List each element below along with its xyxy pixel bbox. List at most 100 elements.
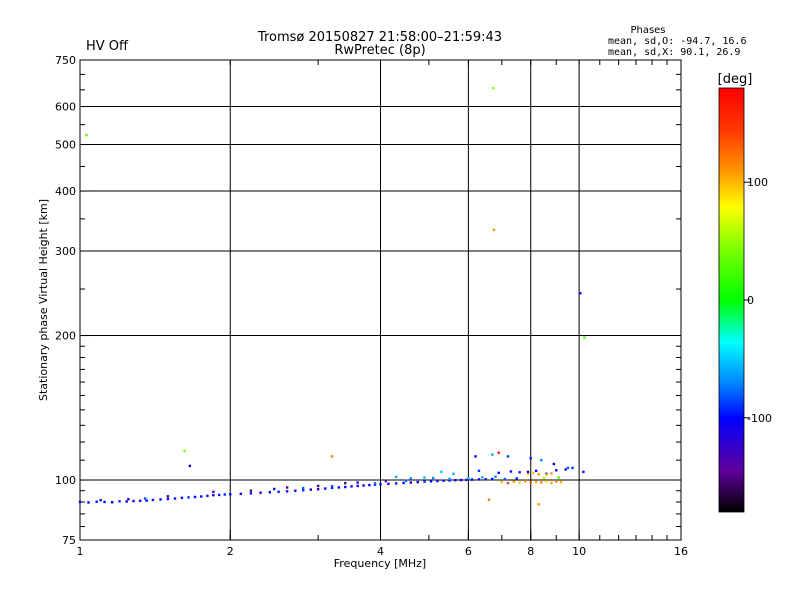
data-point xyxy=(78,500,82,504)
x-tick-label: 16 xyxy=(674,545,688,558)
y-tick-label: 500 xyxy=(55,139,76,152)
colorbar-unit-label: [deg] xyxy=(718,72,753,87)
data-point xyxy=(404,479,408,483)
data-point xyxy=(454,479,457,482)
data-point xyxy=(487,498,491,501)
data-point xyxy=(368,483,371,487)
data-point xyxy=(506,481,510,485)
data-point xyxy=(373,482,377,485)
y-tick-label: 750 xyxy=(55,54,76,67)
data-point xyxy=(526,472,530,476)
data-point xyxy=(387,482,390,486)
data-point xyxy=(491,477,494,481)
data-point xyxy=(87,501,90,504)
data-point xyxy=(118,500,121,503)
data-point xyxy=(448,479,451,482)
data-point xyxy=(373,483,377,486)
x-tick-label: 6 xyxy=(465,545,472,558)
data-point xyxy=(518,471,521,474)
data-point xyxy=(330,455,334,458)
data-point xyxy=(379,483,382,486)
data-point xyxy=(239,492,243,496)
data-point xyxy=(506,455,510,458)
data-point xyxy=(394,475,398,479)
data-point xyxy=(497,471,500,475)
data-point xyxy=(509,470,513,473)
data-point xyxy=(491,453,494,456)
stats-line-o: mean, sd,O: -94.7, 16.6 xyxy=(608,36,746,47)
data-point xyxy=(85,133,88,137)
data-point xyxy=(423,476,426,479)
data-point xyxy=(229,493,232,496)
colorbar-tick-label: -100 xyxy=(747,412,772,425)
data-point xyxy=(470,478,474,481)
data-point xyxy=(534,469,538,473)
data-point xyxy=(542,476,546,480)
data-point xyxy=(180,496,184,500)
data-point xyxy=(518,481,521,484)
data-point xyxy=(330,485,334,488)
data-point xyxy=(474,455,477,458)
colorbar-tick-label: 0 xyxy=(747,294,754,307)
data-point xyxy=(217,493,221,497)
data-point xyxy=(484,477,487,481)
data-point xyxy=(494,475,497,478)
data-point xyxy=(442,479,445,482)
data-point xyxy=(537,473,540,476)
data-point xyxy=(99,498,102,502)
data-point xyxy=(183,449,186,453)
data-point xyxy=(212,490,215,494)
data-point xyxy=(503,477,507,481)
x-tick-label: 8 xyxy=(527,545,534,558)
x-axis-label: Frequency [MHz] xyxy=(334,557,426,570)
data-point xyxy=(429,480,433,483)
data-point xyxy=(159,498,162,501)
data-point xyxy=(143,497,147,500)
data-point xyxy=(524,479,527,483)
data-point xyxy=(362,484,365,487)
y-axis-label: Stationary phase Virtual Height [km] xyxy=(37,199,50,401)
data-point xyxy=(125,500,128,503)
y-tick-label: 400 xyxy=(55,185,76,198)
hv-status-label: HV Off xyxy=(86,39,129,54)
data-point xyxy=(529,457,532,460)
data-point xyxy=(138,499,142,503)
data-point xyxy=(268,491,271,494)
data-point xyxy=(467,476,470,480)
x-tick-label: 2 xyxy=(227,545,234,558)
data-point xyxy=(316,487,320,491)
data-point xyxy=(384,479,388,483)
data-point xyxy=(309,488,312,491)
data-point xyxy=(492,87,495,90)
data-point xyxy=(515,477,518,480)
data-point xyxy=(579,292,582,295)
data-point xyxy=(477,469,481,473)
data-point xyxy=(423,480,426,483)
data-point xyxy=(409,477,412,480)
y-tick-label: 600 xyxy=(55,101,76,114)
data-point xyxy=(110,501,114,504)
data-point xyxy=(545,473,548,477)
colorbar xyxy=(718,87,745,513)
data-point xyxy=(529,481,532,484)
chart-title-line2: RwPretec (8p) xyxy=(334,43,425,58)
data-point xyxy=(103,500,106,504)
data-point xyxy=(350,485,353,488)
data-point xyxy=(566,466,570,470)
data-point xyxy=(500,480,504,484)
data-point xyxy=(166,495,170,498)
data-point xyxy=(448,477,451,480)
data-point xyxy=(151,498,155,502)
data-point xyxy=(557,476,560,479)
data-point xyxy=(294,489,297,492)
x-tick-label: 10 xyxy=(572,545,586,558)
data-point xyxy=(481,476,484,479)
x-tick-label: 4 xyxy=(377,545,384,558)
data-point xyxy=(285,486,289,489)
data-point xyxy=(193,495,197,499)
data-point xyxy=(132,499,135,503)
data-point xyxy=(188,464,192,468)
data-point xyxy=(550,472,553,475)
chart-title-line1: Tromsø 20150827 21:58:00–21:59:43 xyxy=(257,30,502,45)
